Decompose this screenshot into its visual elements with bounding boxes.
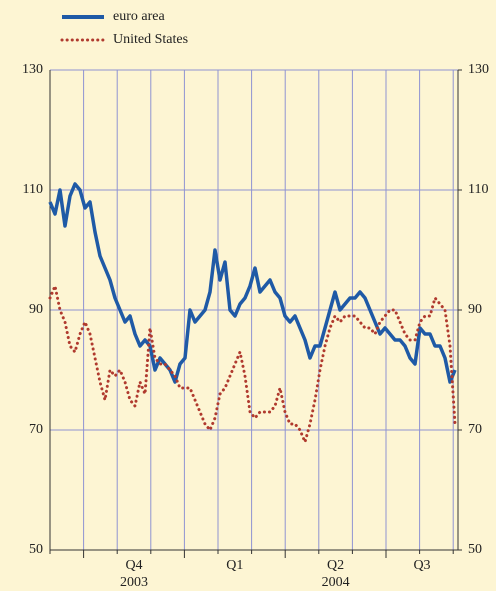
legend-label: United States [113, 32, 188, 47]
series-line [48, 182, 457, 384]
series-line [48, 280, 457, 447]
y-tick-label: 90 [29, 302, 43, 317]
y2-tick-label: 70 [468, 422, 482, 437]
x-tick-label: Q3 [413, 558, 430, 573]
y2-tick-label: 90 [468, 302, 482, 317]
x-tick-label: Q1 [226, 558, 243, 573]
y-tick-label: 110 [23, 182, 43, 197]
x-year-label: 2003 [120, 575, 148, 590]
y2-tick-label: 130 [468, 62, 489, 77]
y2-tick-label: 110 [468, 182, 488, 197]
legend-label: euro area [113, 9, 165, 24]
y-tick-label: 50 [29, 542, 43, 557]
x-tick-label: Q2 [327, 558, 344, 573]
y-tick-label: 70 [29, 422, 43, 437]
x-tick-label: Q4 [125, 558, 142, 573]
y-tick-label: 130 [22, 62, 43, 77]
y2-tick-label: 50 [468, 542, 482, 557]
x-year-label: 2004 [322, 575, 350, 590]
